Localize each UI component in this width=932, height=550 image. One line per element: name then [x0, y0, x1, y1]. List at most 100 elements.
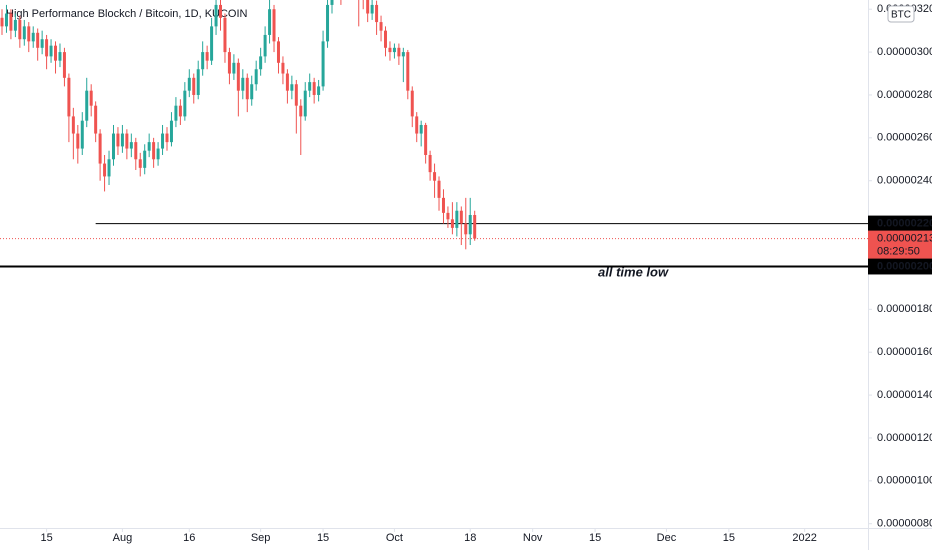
y-tick-label: 0.00000280: [877, 89, 932, 101]
candle-body: [71, 116, 75, 134]
candle-body: [134, 142, 138, 160]
candle-body: [45, 39, 49, 57]
price-label-bg: [868, 215, 932, 232]
candle-body: [464, 223, 468, 235]
y-tick-label: 0.00000260: [877, 132, 932, 144]
candle-body: [303, 90, 307, 117]
candle-body: [227, 52, 231, 74]
candle-body: [455, 210, 459, 228]
candle-body: [169, 120, 173, 143]
candle-body: [67, 77, 71, 117]
candle-body: [192, 77, 196, 95]
currency-label: BTC: [891, 10, 911, 21]
candle-body: [85, 90, 89, 121]
candle-body: [326, 4, 330, 42]
countdown: 08:29:50: [877, 246, 920, 258]
candle-body: [410, 90, 414, 117]
candle-body: [94, 105, 98, 134]
candle-body: [174, 105, 178, 121]
x-tick-label: Aug: [113, 532, 133, 544]
candle-body: [201, 52, 205, 70]
candle-body: [433, 172, 437, 181]
x-tick-label: 16: [183, 532, 195, 544]
price-label-bg: [868, 258, 932, 275]
candle-body: [4, 13, 8, 27]
candle-body: [147, 142, 151, 151]
candle-body: [161, 133, 165, 149]
candle-body: [308, 82, 312, 91]
x-tick-label: 15: [589, 532, 601, 544]
candle-body: [98, 133, 102, 164]
x-tick-label: Nov: [523, 532, 543, 544]
last-price-box: [868, 230, 932, 259]
x-tick-label: Sep: [251, 532, 271, 544]
candle-body: [321, 41, 325, 87]
candle-body: [276, 41, 280, 63]
candle-body: [245, 77, 249, 100]
y-tick-label: 0.00000140: [877, 389, 932, 401]
candle-body: [178, 105, 182, 117]
candle-body: [156, 148, 160, 160]
candle-body: [375, 4, 379, 23]
currency-badge: [887, 5, 915, 23]
candle-body: [272, 9, 276, 42]
candle-body: [36, 32, 40, 48]
candle-body: [40, 39, 44, 48]
candle-body: [107, 159, 111, 177]
y-tick-label: 0.00000100: [877, 475, 932, 487]
candle-body: [143, 150, 147, 168]
candle-body: [424, 124, 428, 155]
candle-body: [22, 26, 26, 40]
candle-body: [468, 215, 472, 235]
candle-body: [312, 82, 316, 95]
candle-body: [62, 52, 66, 78]
price-label: 0.00000220: [877, 217, 932, 229]
candle-body: [27, 26, 31, 42]
candle-body: [370, 4, 374, 14]
candle-body: [241, 77, 245, 91]
candle-body: [196, 69, 200, 95]
candle-body: [450, 219, 454, 228]
candle-body: [18, 19, 22, 40]
last-price-label: 0.00000213: [877, 233, 932, 245]
candle-body: [459, 210, 463, 224]
candle-body: [259, 56, 263, 70]
price-axis-bg: [868, 0, 932, 550]
candle-body: [294, 84, 298, 106]
candle-body: [392, 47, 396, 53]
x-tick-label: 15: [317, 532, 329, 544]
candle-body: [384, 30, 388, 48]
candle-body: [138, 159, 142, 168]
candle-body: [290, 84, 294, 91]
candle-body: [406, 52, 410, 91]
candle-body: [116, 133, 120, 147]
candle-body: [49, 45, 53, 57]
candle-body: [80, 120, 84, 149]
candle-body: [31, 32, 35, 42]
candle-body: [250, 84, 254, 100]
candle-body: [397, 47, 401, 57]
candle-body: [419, 124, 423, 134]
y-tick-label: 0.00000300: [877, 46, 932, 58]
candle-body: [263, 34, 267, 57]
candle-body: [317, 86, 321, 95]
candle-body: [183, 90, 187, 117]
candle-body: [103, 163, 107, 177]
candle-body: [379, 22, 383, 31]
candle-body: [281, 62, 285, 74]
candle-body: [388, 47, 392, 53]
candle-body: [473, 215, 477, 239]
candle-body: [214, 4, 218, 27]
y-tick-label: 0.00000240: [877, 175, 932, 187]
chart-title: High Performance Blockch / Bitcoin, 1D, …: [6, 8, 248, 20]
candle-body: [13, 19, 17, 31]
candle-body: [152, 142, 156, 160]
x-tick-label: 18: [464, 532, 476, 544]
candle-body: [254, 69, 258, 85]
x-tick-label: 15: [723, 532, 735, 544]
price-label: 0.00000200: [877, 260, 932, 272]
candle-body: [428, 154, 432, 173]
candle-body: [0, 17, 4, 27]
y-tick-label: 0.00000120: [877, 432, 932, 444]
